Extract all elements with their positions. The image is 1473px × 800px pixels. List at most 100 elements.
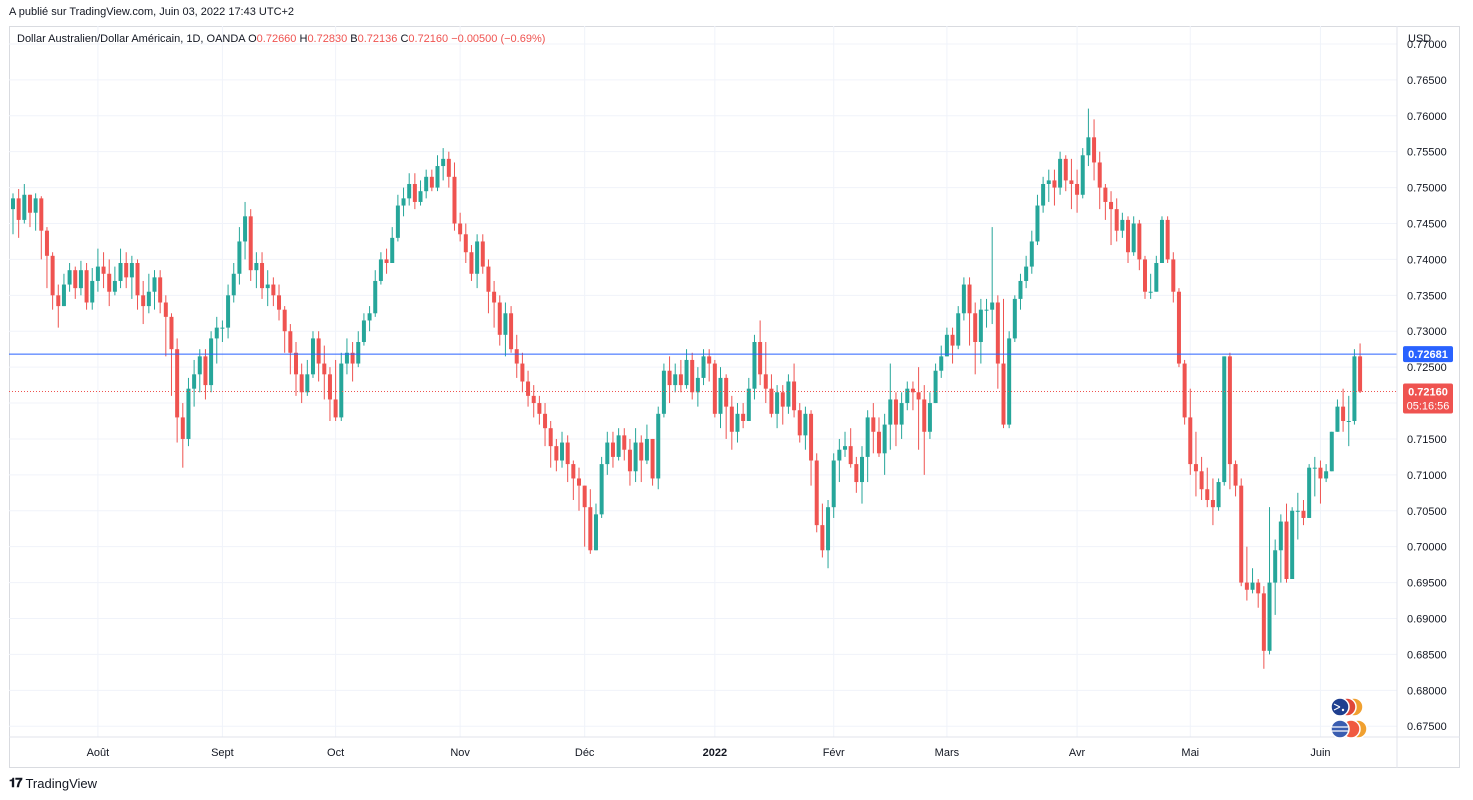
candle[interactable] <box>237 227 242 285</box>
candle[interactable] <box>135 259 140 310</box>
candle[interactable] <box>514 334 519 378</box>
candle[interactable] <box>746 377 751 421</box>
candle[interactable] <box>1046 169 1051 202</box>
candle[interactable] <box>197 349 202 393</box>
candle[interactable] <box>1159 216 1164 263</box>
candle[interactable] <box>526 370 531 407</box>
tradingview-logo[interactable]: 𝟏𝟕 TradingView <box>9 775 97 791</box>
candle[interactable] <box>1227 352 1232 490</box>
economic-event-icon[interactable] <box>1330 719 1368 739</box>
candle[interactable] <box>826 500 831 569</box>
candle[interactable] <box>593 503 598 551</box>
candle[interactable] <box>973 302 978 375</box>
candle[interactable] <box>950 327 955 364</box>
candle[interactable] <box>599 456 604 518</box>
candle[interactable] <box>1018 273 1023 310</box>
candle[interactable] <box>910 381 915 411</box>
candle[interactable] <box>509 306 514 353</box>
candle[interactable] <box>837 438 842 483</box>
candle[interactable] <box>520 352 525 393</box>
candle[interactable] <box>718 367 723 429</box>
candle[interactable] <box>486 259 491 314</box>
candle[interactable] <box>458 212 463 242</box>
candle[interactable] <box>712 359 717 418</box>
candle[interactable] <box>1080 148 1085 199</box>
candle[interactable] <box>724 374 729 439</box>
candle[interactable] <box>1312 456 1317 497</box>
candle[interactable] <box>95 248 100 292</box>
candle[interactable] <box>639 435 644 483</box>
candle[interactable] <box>843 431 848 457</box>
candle[interactable] <box>118 248 123 289</box>
candle[interactable] <box>248 209 253 281</box>
candle[interactable] <box>571 460 576 501</box>
candle[interactable] <box>610 431 615 468</box>
candle[interactable] <box>1097 151 1102 210</box>
candle[interactable] <box>871 403 876 454</box>
candlestick-chart[interactable]: 0.77000 0.76500 0.76000 0.75500 0.75000 0.745… <box>9 26 1460 768</box>
candle[interactable] <box>995 295 1000 389</box>
candle[interactable] <box>90 268 95 310</box>
candle[interactable] <box>1137 219 1142 271</box>
candle[interactable] <box>220 320 225 342</box>
candle[interactable] <box>531 385 536 418</box>
candle[interactable] <box>656 406 661 490</box>
candle[interactable] <box>39 196 44 260</box>
candle[interactable] <box>305 359 310 396</box>
candle[interactable] <box>67 263 72 292</box>
candle[interactable] <box>1007 331 1012 429</box>
candle[interactable] <box>1284 503 1289 583</box>
candle[interactable] <box>939 345 944 378</box>
candle[interactable] <box>1052 169 1057 206</box>
candle[interactable] <box>1001 298 1006 429</box>
candle[interactable] <box>463 223 468 264</box>
candle[interactable] <box>11 193 15 235</box>
candle[interactable] <box>1335 399 1340 432</box>
candle[interactable] <box>254 252 259 289</box>
candle[interactable] <box>1318 460 1323 504</box>
candle[interactable] <box>769 374 774 418</box>
candle[interactable] <box>1126 216 1131 263</box>
candle[interactable] <box>1301 500 1306 526</box>
candle[interactable] <box>407 173 412 206</box>
candle[interactable] <box>627 438 632 486</box>
candle[interactable] <box>860 446 864 504</box>
candle[interactable] <box>480 234 485 274</box>
candle[interactable] <box>390 227 395 263</box>
candle[interactable] <box>1341 388 1346 432</box>
economic-event-icon[interactable] <box>1330 697 1364 717</box>
candle[interactable] <box>684 349 689 389</box>
candle[interactable] <box>1267 507 1272 655</box>
events-flags[interactable] <box>1328 696 1372 742</box>
candle[interactable] <box>152 270 157 310</box>
candle[interactable] <box>288 324 293 375</box>
candle[interactable] <box>1352 349 1357 425</box>
candle[interactable] <box>775 385 780 429</box>
candle[interactable] <box>1154 255 1159 292</box>
candle[interactable] <box>243 201 248 260</box>
candle[interactable] <box>333 359 338 421</box>
candle[interactable] <box>435 155 440 192</box>
candle[interactable] <box>1233 460 1238 497</box>
candle[interactable] <box>1290 507 1295 579</box>
candle[interactable] <box>735 403 740 443</box>
candle[interactable] <box>356 331 361 368</box>
candle[interactable] <box>1092 119 1097 181</box>
candle[interactable] <box>277 284 282 321</box>
candle[interactable] <box>260 252 265 299</box>
candle[interactable] <box>418 180 423 206</box>
candle[interactable] <box>1278 514 1283 583</box>
candle[interactable] <box>1199 456 1204 500</box>
candle[interactable] <box>1143 255 1147 299</box>
candle[interactable] <box>780 385 785 425</box>
candle[interactable] <box>492 280 497 328</box>
candle[interactable] <box>1109 191 1114 246</box>
candle[interactable] <box>316 331 321 382</box>
candle[interactable] <box>729 395 734 450</box>
candle[interactable] <box>361 313 366 346</box>
candle[interactable] <box>1324 464 1329 483</box>
candle[interactable] <box>905 381 910 411</box>
candle[interactable] <box>112 266 117 296</box>
candle[interactable] <box>792 363 797 418</box>
candle[interactable] <box>678 359 683 393</box>
